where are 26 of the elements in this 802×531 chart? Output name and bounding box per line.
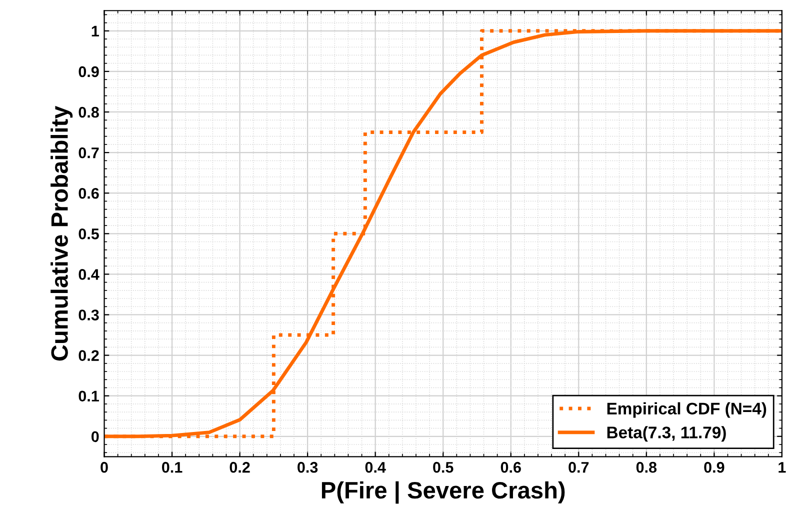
- x-tick-label: 0.1: [162, 462, 182, 473]
- x-tick-label: 0.5: [433, 462, 454, 473]
- y-tick-label: 1: [92, 26, 99, 36]
- y-tick-label: 0: [92, 431, 99, 442]
- y-tick-label: 0.8: [78, 106, 99, 118]
- x-tick-label: 0.7: [568, 462, 589, 473]
- y-tick-label: 0.6: [78, 188, 99, 199]
- y-tick-label: 0.2: [78, 350, 99, 361]
- x-tick-label: 1: [778, 462, 786, 473]
- x-tick-label: 0.3: [298, 462, 318, 473]
- x-tick-label: 0.6: [500, 462, 521, 473]
- y-tick-label: 0.9: [78, 66, 99, 78]
- legend-label: Beta(7.3, 11.79): [607, 426, 726, 442]
- x-tick-label: 0.2: [230, 462, 250, 473]
- y-axis-title: Cumulative Probaiblity: [50, 106, 73, 361]
- y-tick-label: 0.5: [78, 228, 99, 240]
- y-tick-label: 0.7: [78, 147, 99, 158]
- x-tick-label: 0: [100, 462, 108, 473]
- x-tick-label: 0.9: [704, 462, 724, 473]
- x-tick-label: 0.8: [636, 462, 657, 473]
- y-tick-label: 0.1: [78, 390, 99, 402]
- legend-label: Empirical CDF (N=4): [607, 402, 766, 418]
- x-tick-label: 0.4: [365, 462, 386, 473]
- y-tick-label: 0.3: [78, 310, 99, 320]
- x-axis-title: P(Fire | Severe Crash): [322, 481, 565, 504]
- y-tick-label: 0.4: [78, 269, 100, 280]
